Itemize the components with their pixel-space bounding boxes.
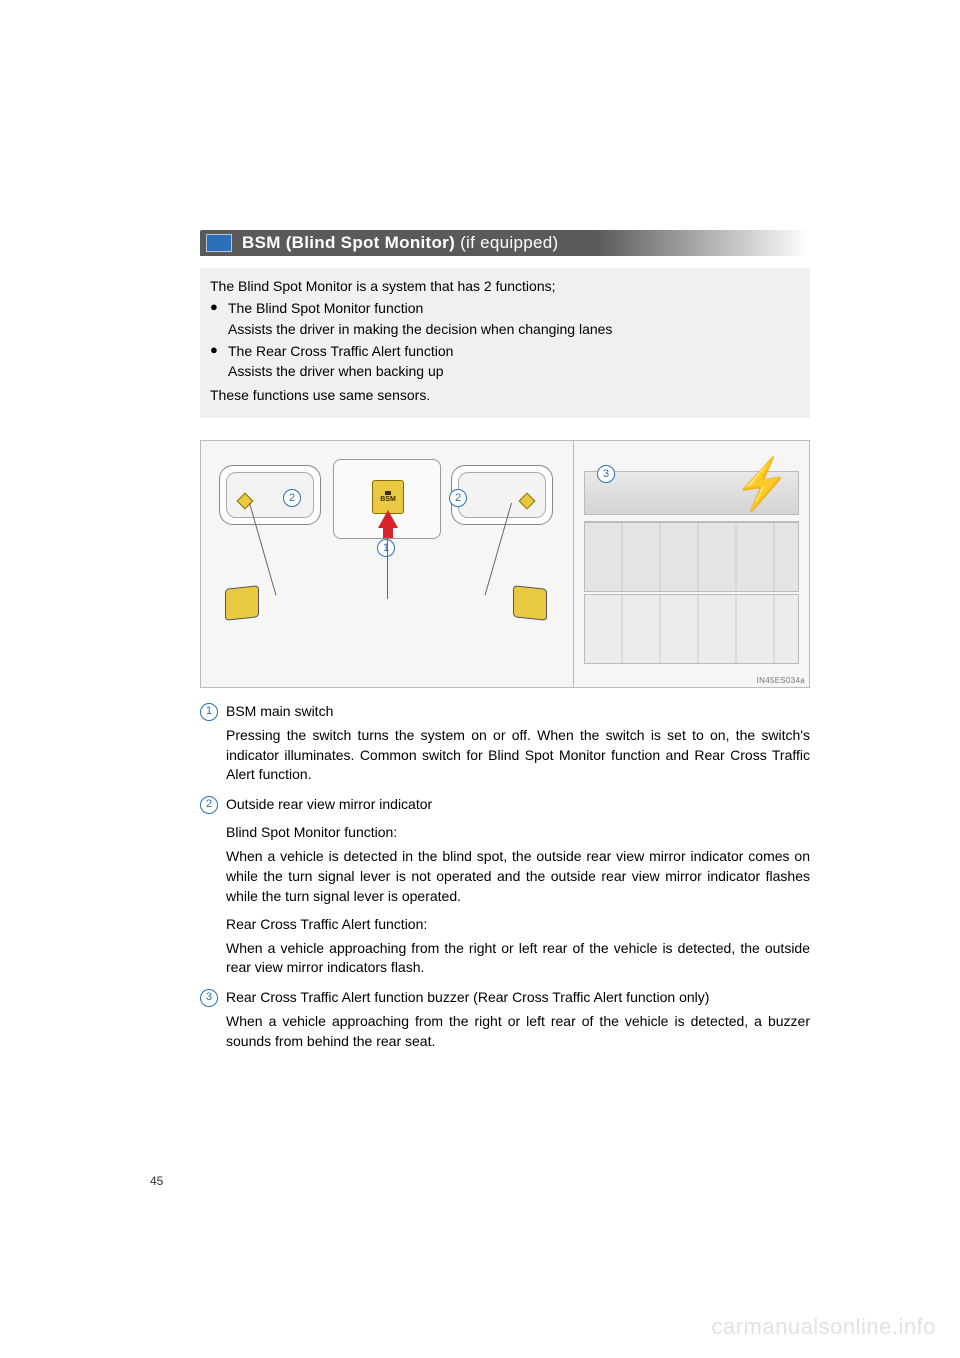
numbered-item: 2 Outside rear view mirror indicator Blind… (200, 795, 810, 978)
mirror-callout-left (219, 465, 321, 525)
bullet-title: The Rear Cross Traffic Alert function (228, 341, 800, 361)
section-title-bold: BSM (Blind Spot Monitor) (242, 233, 455, 252)
figure: BSM 1 2 2 ⚡ (200, 440, 810, 688)
item-paragraph: When a vehicle approaching from the righ… (226, 1012, 810, 1052)
buzzer-icon: ⚡ (730, 453, 794, 515)
page: BSM (Blind Spot Monitor) (if equipped) T… (0, 0, 960, 1358)
item-number-badge: 1 (200, 703, 218, 721)
figure-badge-2-left: 2 (283, 489, 301, 507)
section-header: BSM (Blind Spot Monitor) (if equipped) (200, 230, 810, 256)
figure-code: IN45ES034a (757, 676, 805, 685)
arrow-up-icon (378, 510, 398, 528)
item-body: BSM main switch Pressing the switch turns… (226, 702, 810, 786)
bullet-sub: Assists the driver when backing up (228, 361, 800, 381)
bullet-dot: ● (210, 341, 228, 360)
figure-badge-3: 3 (597, 465, 615, 483)
section-title: BSM (Blind Spot Monitor) (if equipped) (242, 233, 558, 253)
item-paragraph: When a vehicle approaching from the righ… (226, 939, 810, 979)
mirror-indicator-icon (519, 492, 536, 509)
figure-dashboard: BSM 1 2 2 (201, 441, 571, 687)
figure-badge-2-right: 2 (449, 489, 467, 507)
numbered-items: 1 BSM main switch Pressing the switch turn… (200, 702, 810, 1052)
intro-tail: These functions use same sensors. (210, 385, 800, 405)
intro-box: The Blind Spot Monitor is a system that … (200, 268, 810, 418)
numbered-item: 3 Rear Cross Traffic Alert function buzze… (200, 988, 810, 1052)
mirror-body-left (225, 585, 259, 621)
item-body: Rear Cross Traffic Alert function buzzer… (226, 988, 810, 1052)
item-paragraph: Pressing the switch turns the system on … (226, 726, 810, 786)
item-lead: Rear Cross Traffic Alert function buzzer… (226, 988, 810, 1008)
center-panel: BSM (333, 459, 441, 539)
bullet-title: The Blind Spot Monitor function (228, 298, 800, 318)
rear-seat (584, 521, 799, 677)
intro-lead: The Blind Spot Monitor is a system that … (210, 276, 800, 296)
item-lead: BSM main switch (226, 702, 810, 722)
page-number: 45 (150, 1174, 163, 1188)
bsm-switch-label: BSM (380, 496, 396, 503)
item-paragraph: Blind Spot Monitor function: (226, 823, 810, 843)
bsm-switch-icon: BSM (372, 480, 404, 514)
item-number-badge: 2 (200, 796, 218, 814)
bullet-dot: ● (210, 298, 228, 317)
item-paragraph: Rear Cross Traffic Alert function: (226, 915, 810, 935)
item-paragraph: When a vehicle is detected in the blind … (226, 847, 810, 907)
item-body: Outside rear view mirror indicator Blind … (226, 795, 810, 978)
dashboard-sketch (201, 565, 571, 687)
watermark: carmanualsonline.info (711, 1314, 936, 1340)
numbered-item: 1 BSM main switch Pressing the switch turn… (200, 702, 810, 786)
intro-bullet: ●The Rear Cross Traffic Alert function (210, 341, 800, 361)
intro-bullet: ●The Blind Spot Monitor function (210, 298, 800, 318)
mirror-body-right (513, 585, 547, 621)
figure-badge-1: 1 (377, 539, 395, 557)
item-number-badge: 3 (200, 989, 218, 1007)
bullet-sub: Assists the driver in making the decisio… (228, 319, 800, 339)
section-title-light: (if equipped) (455, 233, 558, 252)
item-lead: Outside rear view mirror indicator (226, 795, 810, 815)
